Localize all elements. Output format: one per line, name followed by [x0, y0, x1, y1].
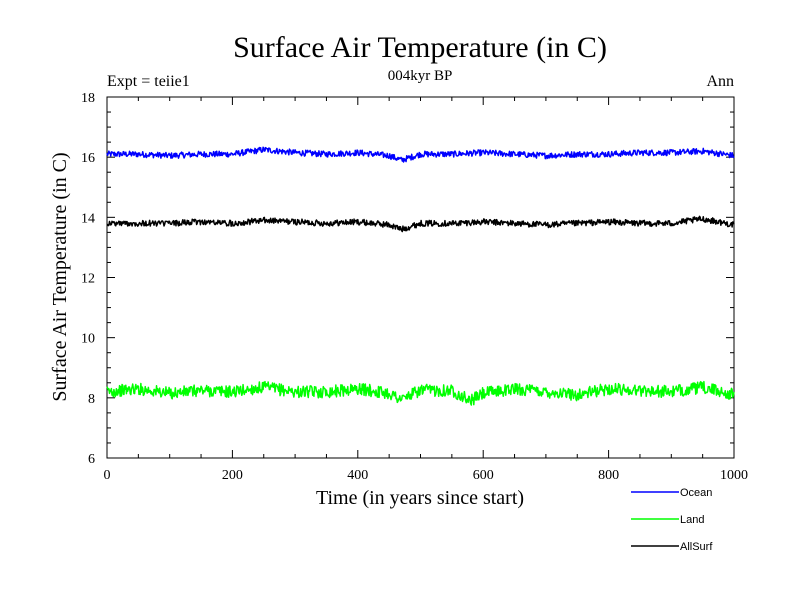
series-lines [106, 146, 735, 406]
y-axis: 6 8 10 12 14 16 18 [81, 91, 734, 467]
y-tick-label: 6 [88, 452, 95, 467]
chart-subtitle: 004kyr BP [388, 68, 453, 84]
x-axis: 0 200 400 600 800 1000 [104, 97, 748, 483]
chart-title: Surface Air Temperature (in C) [233, 31, 607, 64]
legend: Ocean Land AllSurf [631, 487, 713, 553]
y-axis-label: Surface Air Temperature (in C) [49, 152, 71, 401]
x-tick-label: 800 [598, 468, 619, 483]
x-tick-label: 600 [473, 468, 494, 483]
legend-label-land: Land [680, 514, 704, 526]
x-tick-label: 0 [104, 468, 111, 483]
y-tick-label: 10 [81, 332, 95, 347]
y-tick-label: 18 [81, 91, 95, 106]
x-tick-label: 400 [347, 468, 368, 483]
legend-label-ocean: Ocean [680, 487, 712, 499]
series-line-land [106, 380, 735, 406]
series-line-ocean [106, 146, 735, 163]
experiment-label: Expt = teiie1 [107, 73, 190, 90]
series-line-allsurf [106, 215, 735, 233]
x-axis-label: Time (in years since start) [316, 487, 524, 509]
legend-label-allsurf: AllSurf [680, 541, 713, 553]
x-tick-label: 200 [222, 468, 243, 483]
y-tick-label: 16 [81, 151, 95, 166]
y-tick-label: 8 [88, 392, 95, 407]
y-tick-label: 14 [81, 211, 95, 226]
x-tick-label: 1000 [720, 468, 748, 483]
plot-area-frame [106, 96, 735, 459]
y-tick-label: 12 [81, 272, 95, 287]
season-label: Ann [706, 73, 734, 90]
